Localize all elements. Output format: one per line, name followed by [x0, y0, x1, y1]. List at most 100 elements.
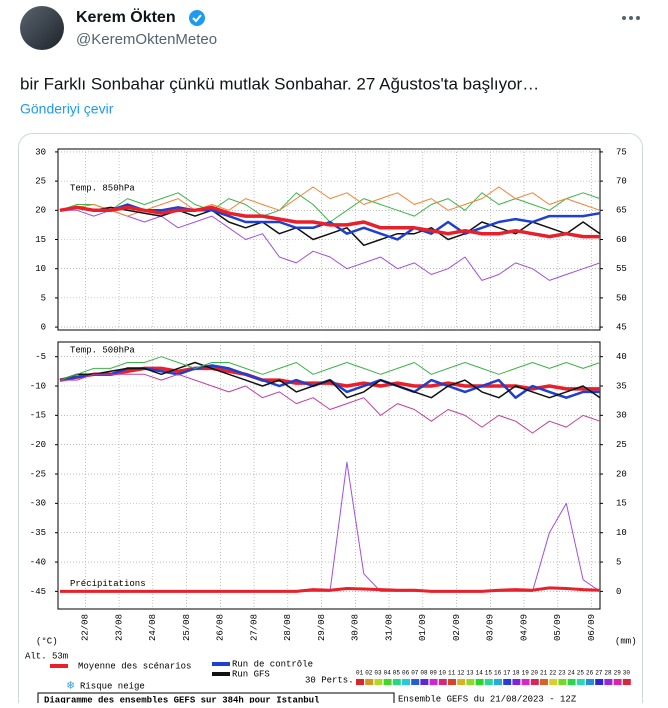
y-axis-unit: (°C) [36, 636, 58, 646]
y-tick-label: 5 [41, 293, 46, 303]
pert-swatch [558, 679, 567, 685]
x-tick-label: 03/09 [486, 614, 496, 641]
media-card[interactable] [18, 133, 643, 708]
pert-number: 18 [512, 670, 520, 677]
pert-swatch [494, 679, 502, 685]
y2-tick-label: 0 [616, 587, 621, 597]
pert-swatch [383, 679, 392, 685]
series-line [60, 586, 601, 593]
pert-number: 05 [393, 670, 401, 677]
y2-tick-label: 35 [616, 381, 627, 391]
pert-number: 26 [586, 670, 594, 677]
pert-swatch [411, 679, 420, 685]
x-tick-label: 24/08 [148, 614, 158, 641]
series-line [60, 209, 601, 281]
pert-number: 19 [522, 670, 530, 677]
pert-swatch [356, 679, 364, 685]
pert-swatch [438, 679, 447, 685]
y2-tick-label: 55 [616, 264, 627, 274]
y2-tick-label: 70 [616, 176, 627, 186]
pert-swatch [466, 679, 475, 685]
y-tick-label: 25 [35, 176, 46, 186]
y-tick-label: -45 [30, 587, 46, 597]
author-name[interactable]: Kerem Ökten [76, 7, 176, 26]
verified-badge [189, 10, 205, 26]
panel-annotation: Précipitations [70, 579, 146, 589]
x-tick-label: 01/09 [418, 614, 428, 641]
y2-axis-unit: (mm) [615, 636, 637, 646]
panel-title: Temp. 500hPa [70, 345, 135, 355]
snowflake: ❄ [66, 680, 75, 692]
y-tick-label: -5 [35, 352, 46, 362]
pert-swatch [374, 679, 383, 685]
perts-label: 30 Perts. [305, 675, 354, 685]
y-tick-label: -25 [30, 469, 46, 479]
author-handle[interactable]: @KeremOktenMeteo [76, 31, 217, 48]
y-tick-label: -35 [30, 528, 46, 538]
pert-number: 27 [595, 670, 603, 677]
y-tick-label: -20 [30, 440, 46, 450]
pert-swatch [457, 679, 466, 685]
series-line [59, 356, 601, 381]
x-tick-label: 25/08 [182, 614, 192, 641]
x-tick-label: 02/09 [452, 614, 462, 641]
avatar[interactable] [20, 6, 64, 50]
pert-swatch [512, 679, 521, 685]
x-tick-label: 29/08 [317, 614, 327, 641]
pert-swatch [595, 679, 604, 685]
pert-number: 28 [604, 670, 612, 677]
y-tick-label: -15 [30, 411, 46, 421]
x-tick-label: 05/09 [553, 614, 563, 641]
x-tick-label: 06/09 [587, 614, 597, 641]
pert-number: 02 [365, 670, 373, 677]
y2-tick-label: 65 [616, 206, 627, 216]
pert-swatch [530, 679, 539, 685]
altitude: Alt. 53m [25, 651, 68, 661]
pert-swatch [622, 679, 631, 685]
y2-tick-label: 20 [616, 469, 627, 479]
tweet-text: bir Farklı Sonbahar çünkü mutlak Sonbaha… [20, 74, 539, 93]
pert-swatch [365, 679, 374, 685]
translate-link[interactable]: Gönderiyi çevir [20, 101, 114, 117]
pert-number: 12 [457, 670, 465, 677]
pert-swatch [503, 679, 512, 685]
series-line [59, 205, 600, 239]
pert-number: 15 [485, 670, 493, 677]
x-tick-label: 22/08 [81, 614, 91, 641]
pert-number: 29 [614, 670, 622, 677]
pert-swatch [604, 679, 613, 685]
pert-swatch [420, 679, 429, 685]
x-tick-label: 31/08 [384, 614, 394, 641]
pert-swatch [429, 679, 438, 685]
x-tick-label: 30/08 [351, 614, 361, 641]
pert-swatch [586, 679, 594, 685]
pert-swatch [521, 679, 530, 685]
pert-number: 22 [549, 670, 557, 677]
snow-label: Risque neige [80, 681, 145, 691]
y2-tick-label: 10 [616, 528, 627, 538]
y2-tick-label: 50 [616, 293, 627, 303]
pert-swatch [576, 679, 585, 685]
pert-number: 10 [439, 670, 447, 677]
pert-number: 09 [430, 670, 438, 677]
x-tick-label: 04/09 [519, 614, 529, 641]
y2-tick-label: 25 [616, 440, 627, 450]
pert-number: 25 [577, 670, 585, 677]
y-tick-label: -30 [30, 499, 46, 509]
pert-number: 14 [476, 670, 484, 677]
pert-swatch [567, 679, 576, 685]
y-tick-label: 20 [35, 206, 46, 216]
y2-tick-label: 75 [616, 147, 627, 157]
y2-tick-label: 60 [616, 235, 627, 245]
pert-number: 04 [384, 670, 392, 677]
y2-tick-label: 5 [616, 557, 621, 567]
y2-tick-label: 30 [616, 411, 627, 421]
more-button[interactable] [622, 16, 640, 20]
pert-number: 16 [494, 670, 502, 677]
legend-label: Run GFS [232, 669, 270, 679]
pert-swatch [402, 679, 410, 685]
pert-swatch [549, 679, 558, 685]
pert-number: 13 [466, 670, 474, 677]
series-line [59, 361, 601, 399]
